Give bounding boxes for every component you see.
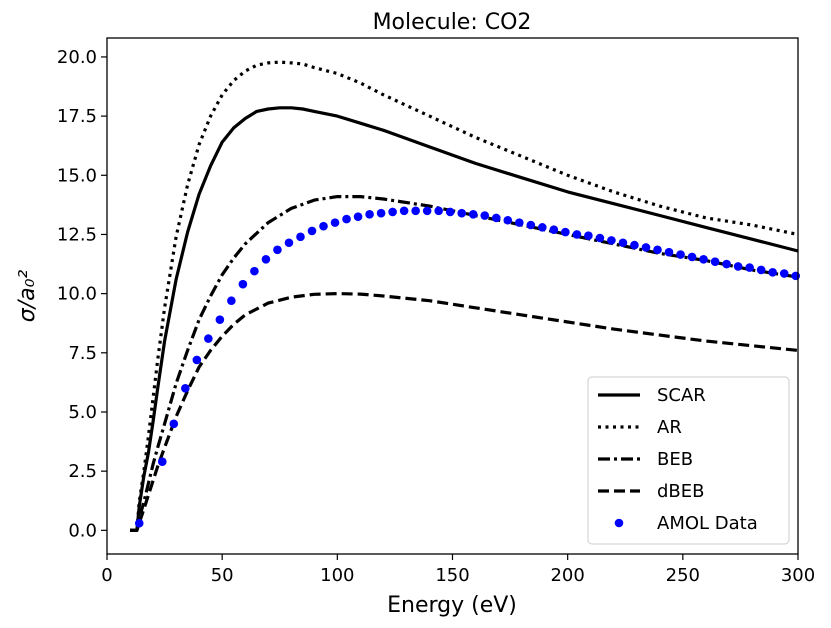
legend: SCAR AR BEB dBEB AMOL Data	[587, 376, 790, 545]
amol-data-point	[411, 206, 420, 216]
amol-data-point	[630, 240, 639, 250]
x-tick-label: 150	[435, 565, 469, 586]
chart-title: Molecule: CO2	[373, 10, 532, 35]
amol-data-point	[687, 252, 697, 262]
amol-data-point	[157, 457, 167, 466]
y-tick-label: 15.0	[57, 165, 97, 186]
scar-line	[130, 106, 799, 532]
amol-data-point	[745, 263, 754, 272]
legend-marker-amol-data	[614, 518, 624, 528]
x-tick-label: 100	[320, 565, 354, 586]
amol-data-point	[204, 334, 213, 343]
amol-data-point	[779, 269, 789, 278]
amol-data-point	[710, 257, 720, 266]
amol-data-point	[238, 279, 248, 289]
amol-data-point	[538, 223, 547, 232]
amol-data-point	[491, 213, 501, 223]
x-tick-label: 50	[211, 565, 234, 586]
amol-data-point	[468, 210, 478, 219]
amol-data-point	[181, 384, 190, 393]
amol-data-point	[584, 231, 593, 240]
y-tick-label: 10.0	[57, 284, 97, 305]
x-tick-label: 0	[101, 565, 112, 586]
y-tick-label: 0.0	[68, 520, 97, 541]
amol-data-point	[434, 206, 443, 216]
amol-data-point	[607, 236, 616, 245]
amol-data-point	[376, 208, 386, 218]
amol-data-point	[307, 226, 317, 236]
legend-label-scar: SCAR	[657, 385, 706, 406]
amol-data-point	[399, 206, 409, 216]
amol-data-point	[768, 268, 777, 277]
beb-line	[130, 195, 799, 532]
legend-label-beb: BEB	[657, 449, 693, 470]
y-axis-title: σ/a₀²	[15, 270, 40, 323]
amol-data-point	[284, 238, 294, 248]
amol-data-point	[526, 220, 536, 230]
amol-data-point	[480, 211, 490, 220]
amol-data-point	[365, 210, 374, 219]
amol-data-point	[250, 266, 259, 276]
amol-data-point	[215, 315, 225, 324]
x-tick-label: 250	[666, 565, 700, 586]
y-tick-label: 7.5	[68, 343, 97, 364]
amol-data-point	[549, 225, 559, 235]
amol-data-point	[353, 212, 363, 222]
amol-data-point	[319, 221, 328, 231]
amol-data-point	[733, 262, 743, 271]
legend-label-dbeb: dBEB	[657, 481, 705, 502]
amol-data-point	[572, 230, 582, 239]
dbeb-line	[130, 292, 799, 532]
amol-data-point	[134, 518, 144, 528]
amol-data-point	[330, 218, 340, 227]
amol-data-point	[641, 243, 651, 252]
y-axis: 0.0 2.5 5.0 7.5 10.0 12.5 15.0 17.5 20.0	[57, 47, 107, 541]
legend-label-amol-data: AMOL Data	[657, 513, 758, 534]
amol-data-point	[676, 250, 685, 259]
y-tick-label: 5.0	[68, 402, 97, 423]
amol-data-point	[192, 355, 202, 365]
amol-data-point	[653, 245, 662, 255]
amol-data-point	[699, 255, 708, 264]
amol-data-point	[457, 208, 467, 218]
amol-data-point	[756, 265, 766, 275]
amol-data-point	[227, 296, 236, 306]
x-tick-label: 200	[550, 565, 584, 586]
amol-data-point	[445, 207, 455, 217]
amol-data-point	[618, 238, 628, 248]
ar-line	[130, 60, 799, 532]
amol-data-point	[722, 259, 731, 269]
y-tick-label: 12.5	[57, 224, 97, 245]
amol-data-point	[261, 255, 271, 264]
amol-data-point	[791, 271, 800, 281]
amol-data-point	[169, 419, 179, 429]
x-tick-label: 300	[781, 565, 815, 586]
amol-data-point	[342, 214, 351, 224]
amol-data-point	[561, 227, 570, 237]
legend-label-ar: AR	[657, 417, 682, 438]
amol-data-point	[595, 233, 605, 243]
amol-data-point	[296, 232, 305, 242]
amol-data-point	[422, 206, 432, 216]
y-tick-label: 17.5	[57, 106, 97, 127]
amol-data-point	[503, 215, 513, 225]
amol-data-point	[388, 207, 397, 217]
x-axis-title: Energy (eV)	[387, 593, 517, 618]
amol-data-point	[273, 245, 282, 255]
series-layer	[130, 60, 800, 532]
x-axis: 0 50 100 150 200 250 300	[101, 554, 815, 586]
y-tick-label: 2.5	[68, 461, 97, 482]
amol-data-point	[664, 247, 674, 257]
legend-frame	[587, 376, 790, 545]
amol-data-point	[514, 218, 524, 227]
y-tick-label: 20.0	[57, 47, 97, 68]
